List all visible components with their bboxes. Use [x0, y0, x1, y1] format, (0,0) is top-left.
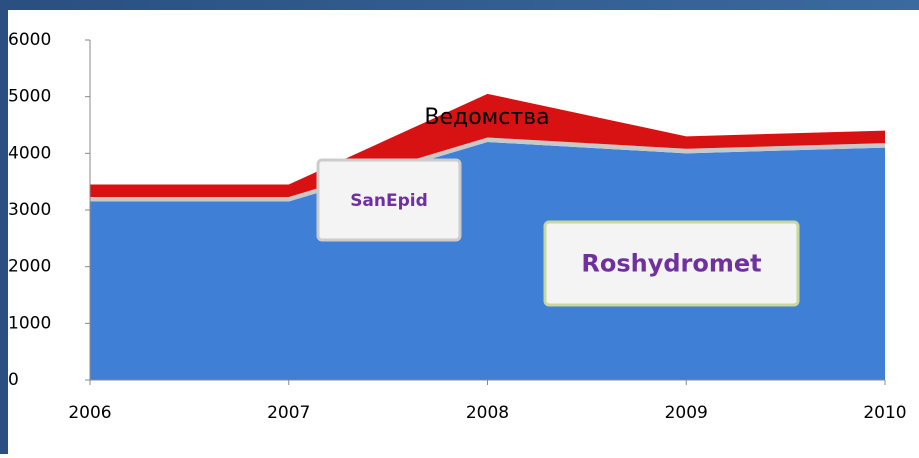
x-tick-label: 2007 — [267, 403, 310, 423]
x-tick-label: 2009 — [665, 403, 708, 423]
x-tick-label: 2010 — [863, 403, 906, 423]
y-tick-label: 5000 — [8, 87, 51, 107]
x-tick-label: 2006 — [68, 403, 111, 423]
x-tick-label: 2008 — [466, 403, 509, 423]
series-label-box — [316, 158, 462, 242]
y-tick-label: 0 — [8, 370, 19, 390]
y-tick-label: 2000 — [8, 257, 51, 277]
series-label: Ведомства — [424, 105, 549, 130]
y-tick-label: 4000 — [8, 143, 51, 163]
area — [90, 93, 885, 197]
series-label-box — [543, 220, 800, 307]
y-tick-label: 3000 — [8, 200, 51, 220]
y-tick-label: 6000 — [8, 30, 51, 50]
series-label: Roshydromet — [581, 250, 761, 278]
y-tick-label: 1000 — [8, 313, 51, 333]
series-label: SanEpid — [350, 191, 428, 211]
